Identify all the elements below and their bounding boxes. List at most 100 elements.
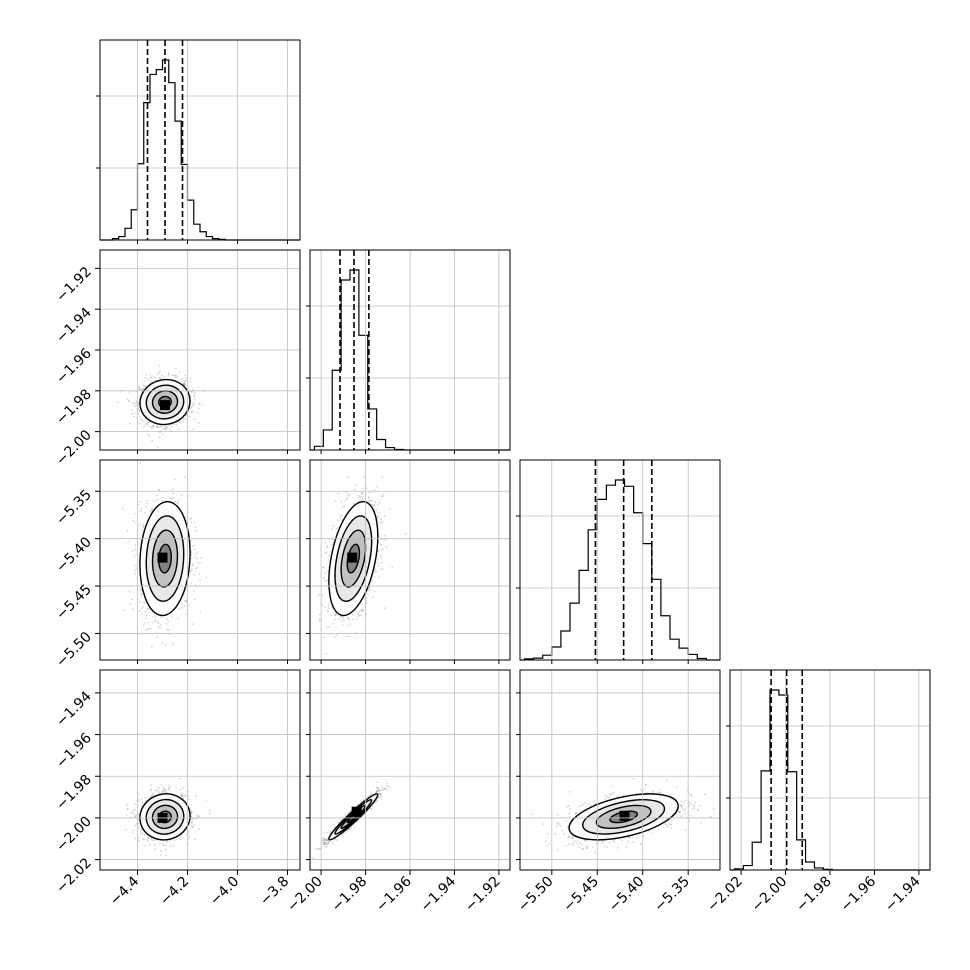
sample-point xyxy=(161,786,164,788)
sample-point xyxy=(375,509,378,512)
sample-point xyxy=(347,494,350,497)
sample-point xyxy=(380,543,382,546)
sample-point xyxy=(324,606,326,608)
histogram-steps xyxy=(730,689,930,871)
sample-point xyxy=(362,609,364,612)
sample-point xyxy=(374,489,376,491)
sample-point xyxy=(368,491,371,494)
sample-point xyxy=(127,808,129,811)
sample-point xyxy=(391,566,394,569)
histogram-steps xyxy=(310,269,510,451)
sample-point xyxy=(147,621,149,624)
sample-point xyxy=(373,503,376,506)
sample-point xyxy=(190,553,193,556)
sample-point xyxy=(138,406,140,409)
sample-point xyxy=(340,619,343,621)
sample-point xyxy=(167,372,170,374)
sample-point xyxy=(138,385,140,388)
sample-point xyxy=(152,424,155,427)
sample-point xyxy=(174,500,177,503)
sample-point xyxy=(334,636,337,638)
sample-point xyxy=(163,375,166,378)
sample-point xyxy=(335,527,338,530)
sample-point xyxy=(358,610,361,613)
sample-point xyxy=(146,378,149,381)
sample-point xyxy=(155,377,158,379)
sample-point xyxy=(142,606,145,608)
sample-point xyxy=(359,496,361,499)
sample-point xyxy=(185,414,188,417)
histogram-frame-1 xyxy=(99,39,301,241)
sample-point xyxy=(361,615,363,617)
sample-point xyxy=(144,376,147,379)
sample-point xyxy=(174,376,177,379)
sample-point xyxy=(351,613,354,616)
sample-point xyxy=(193,403,196,406)
sample-point xyxy=(158,372,161,374)
sample-point xyxy=(184,374,187,377)
sample-point xyxy=(128,391,131,394)
sample-point xyxy=(318,593,321,596)
sample-point xyxy=(365,487,368,490)
sample-point xyxy=(198,573,201,575)
sample-point xyxy=(184,384,187,386)
sample-point xyxy=(178,422,181,424)
sample-point xyxy=(190,540,193,542)
sample-point xyxy=(196,562,199,564)
sample-point xyxy=(138,388,141,390)
sample-point xyxy=(188,835,191,838)
sample-point xyxy=(167,374,170,377)
sample-point xyxy=(155,499,158,502)
sample-point xyxy=(377,515,379,517)
sample-point xyxy=(146,419,149,422)
sample-point xyxy=(133,520,136,523)
sample-point xyxy=(144,385,147,388)
sample-point xyxy=(161,377,164,380)
sample-point xyxy=(156,373,159,376)
sample-point xyxy=(371,503,374,506)
sample-point xyxy=(165,427,168,430)
sample-point xyxy=(182,383,185,386)
sample-point xyxy=(343,619,345,622)
sample-point xyxy=(190,517,193,520)
sample-point xyxy=(144,610,147,613)
sample-point xyxy=(190,390,193,393)
sample-point xyxy=(134,837,137,840)
sample-point xyxy=(149,374,152,377)
sample-point xyxy=(152,616,155,618)
sample-point xyxy=(164,427,166,430)
sample-point xyxy=(183,382,186,385)
sample-point xyxy=(196,411,199,414)
density-peak xyxy=(160,400,170,411)
sample-point xyxy=(165,644,168,647)
sample-point xyxy=(143,425,146,428)
sample-point xyxy=(190,570,192,572)
sample-point xyxy=(322,636,325,639)
sample-point xyxy=(378,564,380,567)
sample-point xyxy=(146,422,149,424)
sample-point xyxy=(138,500,141,503)
sample-point xyxy=(368,496,370,498)
sample-point xyxy=(342,505,344,508)
sample-point xyxy=(196,386,199,388)
sample-point xyxy=(137,543,140,545)
sample-point xyxy=(327,604,330,607)
sample-point xyxy=(190,521,193,524)
sample-point xyxy=(324,541,327,544)
sample-point xyxy=(374,568,376,571)
sample-point xyxy=(189,380,192,383)
sample-point xyxy=(357,494,360,497)
sample-point xyxy=(143,380,146,383)
sample-point xyxy=(138,503,141,506)
sample-point xyxy=(146,607,149,610)
sample-point xyxy=(158,489,161,492)
sample-point xyxy=(376,561,379,564)
sample-point xyxy=(326,579,328,582)
sample-point xyxy=(131,412,133,415)
sample-point xyxy=(374,500,376,503)
sample-point xyxy=(191,388,194,391)
sample-point xyxy=(193,522,196,524)
sample-point xyxy=(383,515,386,518)
sample-point xyxy=(130,598,133,601)
density-peak xyxy=(157,552,168,563)
